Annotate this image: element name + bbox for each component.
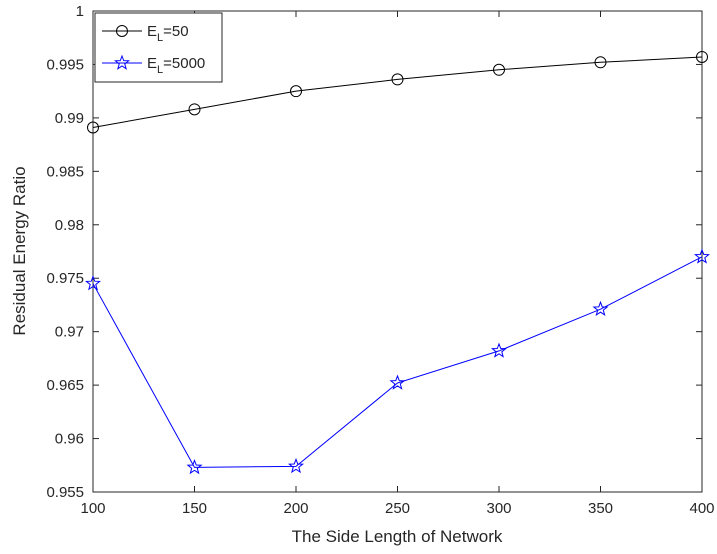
- x-tick-label: 350: [588, 500, 613, 517]
- legend: EL=50 EL=5000: [94, 12, 223, 83]
- x-tick-label: 200: [283, 500, 308, 517]
- x-tick-label: 250: [385, 500, 410, 517]
- data-point: [290, 85, 302, 98]
- x-tick-label: 100: [80, 500, 105, 517]
- data-point: [696, 50, 708, 63]
- x-tick-label: 400: [689, 500, 714, 517]
- legend-label: EL=5000: [147, 55, 205, 76]
- data-point: [592, 300, 609, 317]
- y-axis-label: Residual Energy Ratio: [10, 166, 29, 335]
- legend-marker: [113, 54, 131, 70]
- series-line: [92, 56, 703, 129]
- data-point: [389, 374, 406, 390]
- data-point: [493, 63, 505, 76]
- data-point: [490, 342, 508, 358]
- y-tick-label: 0.965: [46, 377, 84, 394]
- y-tick-label: 0.99: [55, 110, 84, 127]
- legend-entry: EL=50: [102, 23, 189, 44]
- data-point: [87, 121, 99, 134]
- data-point: [391, 73, 404, 86]
- series-1: [87, 50, 708, 134]
- y-tick-label: 0.985: [46, 163, 84, 180]
- y-tick-label: 0.98: [55, 217, 84, 234]
- series-line: [92, 256, 703, 468]
- data-point: [594, 56, 607, 69]
- x-tick-label: 300: [486, 500, 511, 517]
- series-2: [84, 248, 711, 475]
- data-point: [84, 275, 102, 291]
- y-tick-label: 0.995: [46, 56, 84, 73]
- axis-ticks: 100 150 200 250 300 350 400 0.955 0.96 0.965 0.97 0…: [46, 3, 714, 517]
- data-point: [188, 103, 201, 116]
- y-tick-label: 1: [76, 3, 84, 20]
- data-point: [693, 248, 711, 264]
- legend-entry: EL=5000: [102, 54, 205, 76]
- y-tick-label: 0.975: [46, 270, 84, 287]
- legend-marker: [116, 25, 128, 37]
- data-point: [186, 458, 203, 475]
- y-tick-label: 0.955: [46, 484, 84, 501]
- x-tick-label: 150: [182, 500, 207, 517]
- legend-label: EL=50: [147, 23, 189, 44]
- y-tick-label: 0.96: [55, 431, 84, 448]
- x-axis-label: The Side Length of Network: [292, 527, 503, 546]
- y-tick-label: 0.97: [55, 324, 84, 341]
- data-point: [287, 457, 305, 474]
- plot-area: [92, 10, 703, 493]
- series-layer: [84, 50, 711, 475]
- legend-box: [94, 12, 223, 83]
